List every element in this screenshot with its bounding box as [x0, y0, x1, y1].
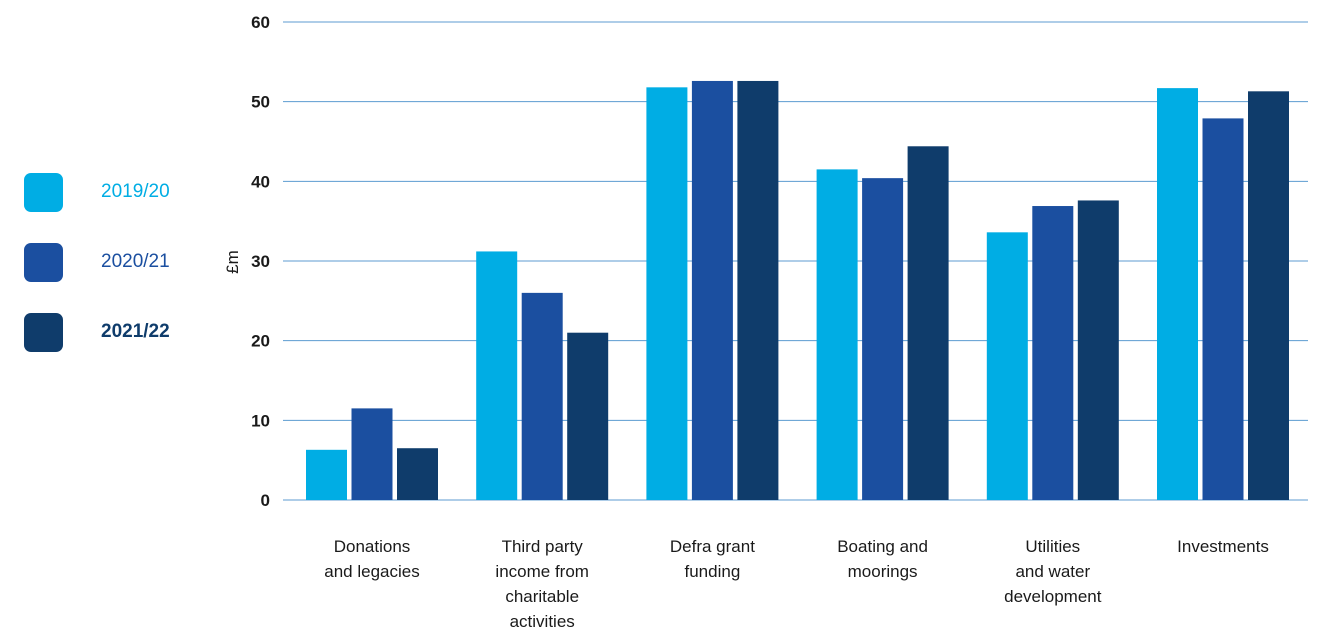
- legend-label: 2019/20: [101, 181, 170, 202]
- x-tick-label: funding: [685, 562, 741, 581]
- bar-2020-21: [862, 178, 904, 500]
- legend-swatch: [24, 312, 63, 352]
- bar-2021-22: [1248, 91, 1289, 500]
- x-tick-label: charitable: [505, 587, 579, 606]
- legend-item: 2020/21: [24, 242, 170, 282]
- legend-label: 2020/21: [101, 251, 170, 272]
- bar-2021-22: [567, 332, 609, 500]
- bar-2019-20: [306, 449, 347, 500]
- legend-swatch: [24, 172, 63, 212]
- y-tick-label: 50: [251, 93, 270, 112]
- y-tick-label: 20: [251, 332, 270, 351]
- y-tick-label: 60: [251, 13, 270, 32]
- bar-2019-20: [1157, 88, 1198, 500]
- bar-2020-21: [1032, 206, 1074, 500]
- bar-2021-22: [907, 146, 949, 500]
- legend-item: 2019/20: [24, 172, 170, 212]
- x-tick-label: Third party: [502, 537, 584, 556]
- x-tick-label: Boating and: [837, 537, 928, 556]
- y-tick-label: 0: [261, 491, 270, 510]
- bar-2019-20: [476, 251, 518, 500]
- legend-item: 2021/22: [24, 312, 170, 352]
- x-tick-label: and legacies: [324, 562, 419, 581]
- bar-2020-21: [691, 80, 733, 500]
- legend-label: 2021/22: [101, 321, 170, 342]
- y-tick-label: 10: [251, 411, 270, 430]
- bar-2021-22: [397, 448, 438, 500]
- x-tick-label: Defra grant: [670, 537, 755, 556]
- y-tick-label: 30: [251, 252, 270, 271]
- x-tick-label: moorings: [848, 562, 918, 581]
- x-tick-label: income from: [495, 562, 589, 581]
- y-axis-label: £m: [223, 250, 242, 274]
- bar-2021-22: [1077, 200, 1119, 500]
- x-tick-label: and water: [1015, 562, 1090, 581]
- bar-2020-21: [1202, 118, 1244, 500]
- bar-2019-20: [646, 87, 688, 501]
- x-tick-label: Investments: [1177, 537, 1269, 556]
- bar-2019-20: [986, 232, 1028, 500]
- x-tick-label: Utilities: [1025, 537, 1080, 556]
- x-tick-label: Donations: [334, 537, 411, 556]
- y-tick-label: 40: [251, 172, 270, 191]
- bar-2021-22: [737, 80, 779, 500]
- legend: 2019/20 2020/21 2021/22: [24, 172, 170, 382]
- bar-2020-21: [351, 408, 393, 500]
- legend-swatch: [24, 242, 63, 282]
- x-tick-label: development: [1004, 587, 1102, 606]
- bar-2019-20: [816, 169, 858, 500]
- bar-2020-21: [521, 292, 563, 500]
- x-tick-label: activities: [510, 612, 575, 630]
